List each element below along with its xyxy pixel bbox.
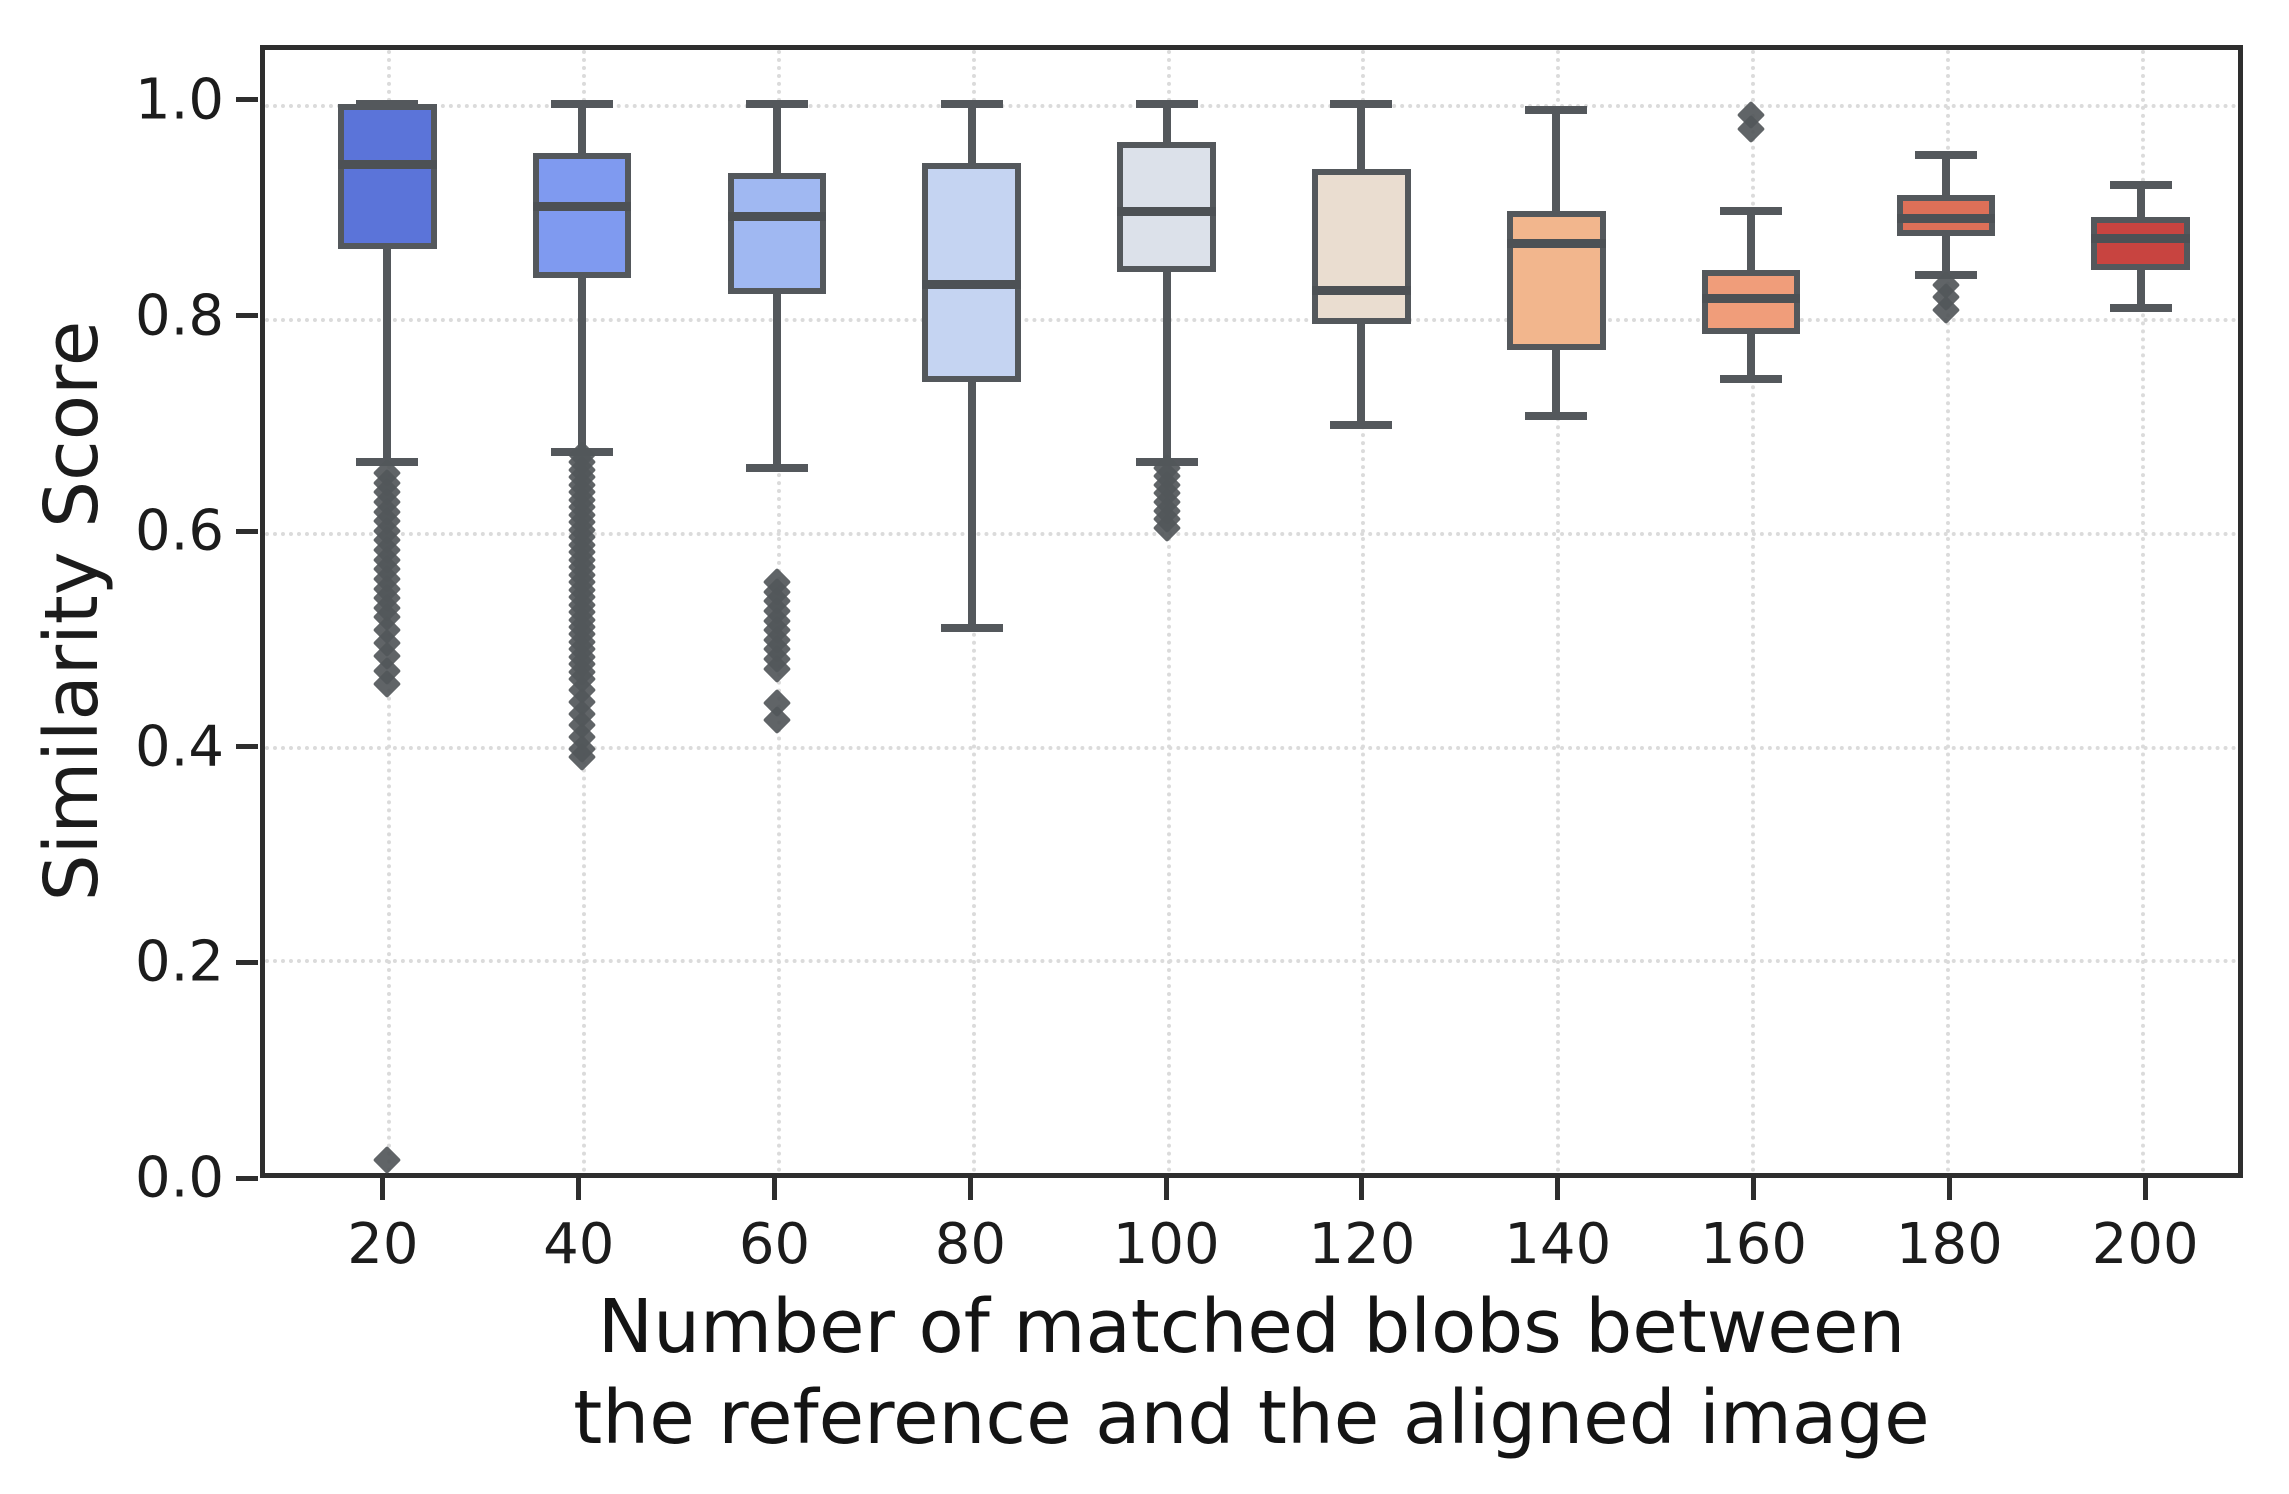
- x-tick-label: 200: [2091, 1212, 2199, 1277]
- median-line: [1506, 238, 1606, 248]
- gridline-vertical: [1166, 50, 1171, 1173]
- x-tick-label: 160: [1700, 1212, 1807, 1277]
- whisker-line: [383, 104, 392, 463]
- median-line: [1117, 206, 1216, 216]
- x-axis-tick: [1359, 1178, 1365, 1200]
- whisker-cap: [1525, 412, 1588, 421]
- whisker-cap: [745, 463, 809, 472]
- x-tick-label: 40: [543, 1212, 615, 1277]
- whisker-cap: [1330, 100, 1393, 109]
- whisker-cap: [1719, 207, 1783, 216]
- median-line: [922, 279, 1022, 289]
- whisker-cap: [2109, 180, 2172, 189]
- median-line: [1701, 294, 1801, 304]
- whisker-cap: [1525, 105, 1588, 114]
- median-line: [1896, 214, 1996, 224]
- x-axis-tick: [967, 1178, 973, 1200]
- x-axis-tick: [772, 1178, 778, 1200]
- y-tick-label: 1.0: [134, 67, 224, 133]
- gridline-horizontal: [265, 104, 2238, 109]
- x-tick-label: 100: [1112, 1212, 1220, 1277]
- x-tick-label: 20: [347, 1212, 419, 1277]
- whisker-cap: [745, 100, 809, 109]
- x-tick-label: 120: [1308, 1212, 1416, 1277]
- whisker-cap: [551, 100, 614, 109]
- y-tick-label: 0.0: [134, 1145, 224, 1211]
- x-axis-title-line2: the reference and the aligned image: [573, 1375, 1930, 1462]
- gridline-horizontal: [265, 745, 2238, 750]
- y-tick-label: 0.4: [134, 714, 224, 780]
- y-axis-title: Similarity Score: [29, 320, 115, 902]
- x-tick-label: 140: [1504, 1212, 1612, 1277]
- x-tick-label: 180: [1895, 1212, 2003, 1277]
- x-tick-label: 60: [738, 1212, 811, 1277]
- whisker-cap: [1914, 150, 1977, 159]
- box-rect: [922, 163, 1022, 383]
- y-tick-label: 0.2: [134, 929, 224, 995]
- whisker-line: [1162, 104, 1171, 463]
- y-axis-tick: [236, 1175, 258, 1181]
- x-axis-title-line1: Number of matched blobs between: [597, 1284, 1906, 1370]
- box-rect: [2091, 216, 2190, 271]
- median-line: [1312, 285, 1411, 295]
- whisker-cap: [940, 624, 1003, 633]
- outlier-diamond: [373, 1146, 402, 1175]
- box-rect: [532, 152, 632, 278]
- gridline-horizontal: [265, 318, 2238, 323]
- outlier-diamond: [762, 705, 792, 735]
- box-rect: [1506, 211, 1606, 351]
- y-axis-tick: [236, 959, 258, 965]
- box-rect: [727, 172, 827, 294]
- y-tick-label: 0.8: [134, 283, 224, 349]
- median-line: [727, 212, 827, 222]
- y-axis-tick: [236, 97, 258, 103]
- box-rect: [338, 104, 437, 249]
- x-axis-tick: [1751, 1178, 1757, 1200]
- y-tick-label: 0.6: [134, 498, 224, 564]
- whisker-cap: [2109, 303, 2172, 312]
- whisker-cap: [940, 100, 1003, 109]
- median-line: [532, 201, 632, 211]
- gridline-vertical: [2140, 50, 2145, 1173]
- whisker-line: [578, 104, 587, 452]
- gridline-vertical: [1361, 50, 1366, 1173]
- y-axis-tick: [236, 744, 258, 750]
- y-axis-tick: [236, 313, 258, 319]
- x-axis-title: Number of matched blobs between the refe…: [260, 1282, 2243, 1464]
- whisker-cap: [1135, 100, 1198, 109]
- x-axis-tick: [1555, 1178, 1561, 1200]
- gridline-vertical: [1751, 50, 1756, 1173]
- whisker-cap: [1719, 375, 1783, 384]
- y-axis-tick: [236, 528, 258, 534]
- x-tick-label: 80: [934, 1212, 1006, 1277]
- whisker-cap: [1330, 421, 1393, 430]
- gridline-horizontal: [265, 531, 2238, 536]
- box-rect: [1312, 168, 1411, 324]
- x-axis-tick: [2142, 1178, 2148, 1200]
- median-line: [2091, 233, 2190, 243]
- median-line: [338, 159, 437, 169]
- x-axis-tick: [1946, 1178, 1952, 1200]
- x-axis-tick: [576, 1178, 582, 1200]
- gridline-vertical: [1945, 50, 1950, 1173]
- x-axis-tick: [380, 1178, 386, 1200]
- gridline-vertical: [1556, 50, 1561, 1173]
- plot-area: [260, 45, 2243, 1178]
- gridline-horizontal: [265, 959, 2238, 964]
- x-axis-tick: [1163, 1178, 1169, 1200]
